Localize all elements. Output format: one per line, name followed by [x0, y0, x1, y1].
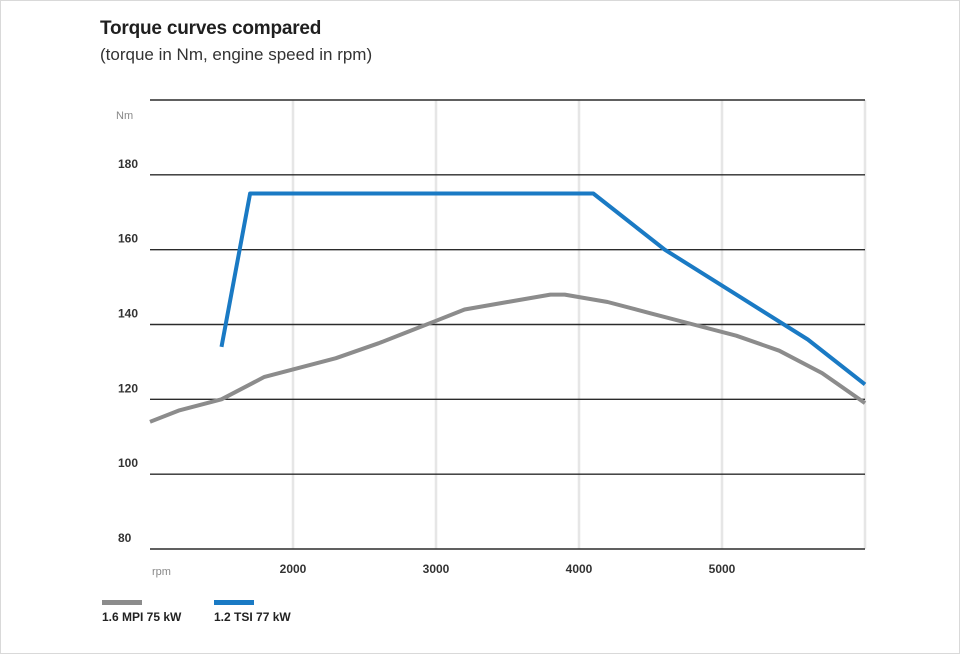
legend-item-mpi: 1.6 MPI 75 kW — [102, 600, 181, 624]
legend-label-tsi: 1.2 TSI 77 kW — [214, 610, 291, 624]
x-tick-label: 3000 — [423, 562, 450, 576]
legend-item-tsi: 1.2 TSI 77 kW — [214, 600, 291, 624]
y-tick-label: 80 — [118, 531, 132, 545]
chart-title: Torque curves compared — [100, 18, 322, 39]
series-line-1 — [219, 191, 867, 386]
legend-swatch-mpi — [102, 600, 142, 605]
x-axis-unit: rpm — [152, 566, 171, 578]
y-tick-label: 120 — [118, 381, 138, 395]
y-axis-unit: Nm — [116, 110, 133, 122]
x-tick-label: 5000 — [709, 562, 736, 576]
series-line-0 — [149, 292, 867, 424]
chart-subtitle: (torque in Nm, engine speed in rpm) — [100, 45, 373, 64]
y-tick-label: 100 — [118, 456, 138, 470]
horizontal-grid — [150, 99, 865, 550]
x-tick-labels: 2000 3000 4000 5000 — [280, 562, 736, 576]
y-tick-labels: 80 100 120 140 160 180 — [118, 157, 138, 545]
y-tick-label: 160 — [118, 232, 138, 246]
x-tick-label: 2000 — [280, 562, 307, 576]
legend-swatch-tsi — [214, 600, 254, 605]
series-group — [149, 191, 867, 424]
y-tick-label: 180 — [118, 157, 138, 171]
x-tick-label: 4000 — [566, 562, 593, 576]
y-tick-label: 140 — [118, 307, 138, 321]
legend-label-mpi: 1.6 MPI 75 kW — [102, 610, 182, 624]
